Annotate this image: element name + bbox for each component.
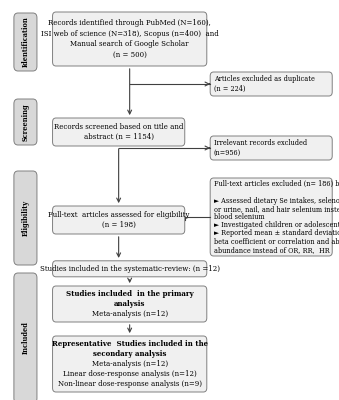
Text: Non-linear dose-response analysis (n=9): Non-linear dose-response analysis (n=9) xyxy=(58,380,202,388)
Text: ISI web of science (N=318), Scopus (n=400)  and: ISI web of science (N=318), Scopus (n=40… xyxy=(41,30,219,38)
FancyBboxPatch shape xyxy=(14,99,37,145)
FancyBboxPatch shape xyxy=(14,171,37,265)
FancyBboxPatch shape xyxy=(53,261,207,277)
Text: abundance instead of OR, RR,  HR: abundance instead of OR, RR, HR xyxy=(214,246,329,254)
Text: Eligibility: Eligibility xyxy=(21,200,29,236)
FancyBboxPatch shape xyxy=(14,273,37,400)
Text: Identification: Identification xyxy=(21,17,29,67)
Text: Linear dose-response analysis (n=12): Linear dose-response analysis (n=12) xyxy=(63,370,197,378)
FancyBboxPatch shape xyxy=(53,206,185,234)
Text: Included: Included xyxy=(21,322,29,354)
Text: abstract (n = 1154): abstract (n = 1154) xyxy=(84,133,154,141)
Text: secondary analysis: secondary analysis xyxy=(93,350,166,358)
FancyBboxPatch shape xyxy=(210,72,332,96)
Text: (n = 500): (n = 500) xyxy=(113,50,146,58)
Text: Articles excluded as duplicate: Articles excluded as duplicate xyxy=(214,75,315,83)
Text: Irrelevant records excluded: Irrelevant records excluded xyxy=(214,139,307,147)
Text: blood selenium: blood selenium xyxy=(214,213,264,221)
Text: Studies included in the systematic-review: (n =12): Studies included in the systematic-revie… xyxy=(40,265,220,273)
Text: Manual search of Google Scholar: Manual search of Google Scholar xyxy=(71,40,189,48)
Text: analysis: analysis xyxy=(114,300,145,308)
Text: Meta-analysis (n=12): Meta-analysis (n=12) xyxy=(92,310,168,318)
Text: beta coefficient or correlation and absolute: beta coefficient or correlation and abso… xyxy=(214,238,339,246)
Text: Records screened based on title and: Records screened based on title and xyxy=(54,123,183,131)
FancyBboxPatch shape xyxy=(210,178,332,256)
Text: (n = 198): (n = 198) xyxy=(102,221,136,229)
FancyBboxPatch shape xyxy=(53,12,207,66)
Text: Screening: Screening xyxy=(21,103,29,141)
FancyBboxPatch shape xyxy=(53,286,207,322)
Text: (n = 224): (n = 224) xyxy=(214,85,245,93)
Text: Studies included  in the primary: Studies included in the primary xyxy=(66,290,194,298)
FancyBboxPatch shape xyxy=(210,136,332,160)
FancyBboxPatch shape xyxy=(53,118,185,146)
Text: Full-text articles excluded (n= 186) because:: Full-text articles excluded (n= 186) bec… xyxy=(214,180,339,188)
Text: Representative  Studies included in the: Representative Studies included in the xyxy=(52,340,208,348)
FancyBboxPatch shape xyxy=(14,13,37,71)
Text: Meta-analysis (n=12): Meta-analysis (n=12) xyxy=(92,360,168,368)
Text: ► Assessed dietary Se intakes, selenoprotein p: ► Assessed dietary Se intakes, selenopro… xyxy=(214,196,339,204)
Text: Records identified through PubMed (N=160),: Records identified through PubMed (N=160… xyxy=(48,19,211,27)
Text: ► Reported mean ± standard deviation (SD),: ► Reported mean ± standard deviation (SD… xyxy=(214,230,339,238)
Text: Full-text  articles assessed for eligibility: Full-text articles assessed for eligibil… xyxy=(48,211,190,219)
Text: (n=956): (n=956) xyxy=(214,149,241,157)
FancyBboxPatch shape xyxy=(53,336,207,392)
Text: ► Investigated children or adolescents: ► Investigated children or adolescents xyxy=(214,221,339,229)
Text: or urine, nail, and hair selenium instead of: or urine, nail, and hair selenium instea… xyxy=(214,205,339,213)
